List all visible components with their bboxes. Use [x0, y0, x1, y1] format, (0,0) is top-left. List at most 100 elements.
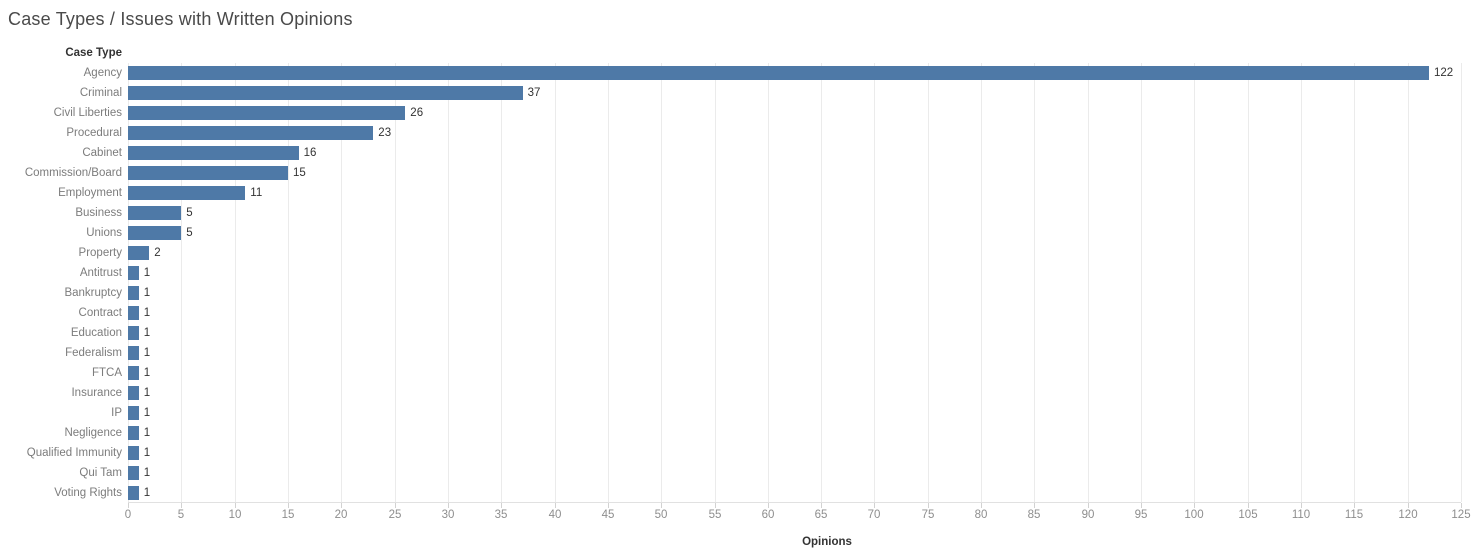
- x-tick-label: 80: [974, 509, 988, 521]
- category-label[interactable]: Federalism: [65, 347, 122, 359]
- category-label[interactable]: Qualified Immunity: [26, 447, 122, 459]
- gridline: [288, 63, 289, 502]
- category-label[interactable]: Qui Tam: [79, 467, 122, 479]
- bar[interactable]: [128, 286, 139, 300]
- bar[interactable]: [128, 66, 1429, 80]
- bar[interactable]: [128, 146, 299, 160]
- bar[interactable]: [128, 426, 139, 440]
- x-axis-tick: [768, 503, 769, 508]
- value-label: 1: [143, 327, 151, 339]
- category-label[interactable]: Voting Rights: [54, 487, 122, 499]
- x-tick-label: 95: [1134, 509, 1148, 521]
- x-axis-tick: [874, 503, 875, 508]
- x-axis-tick: [288, 503, 289, 508]
- bar[interactable]: [128, 186, 246, 200]
- x-tick-label: 90: [1081, 509, 1095, 521]
- value-label: 26: [410, 107, 424, 119]
- gridline: [1301, 63, 1302, 502]
- bar[interactable]: [128, 166, 288, 180]
- x-tick-label: 35: [494, 509, 508, 521]
- category-label[interactable]: Business: [75, 207, 122, 219]
- x-tick-label: 30: [441, 509, 455, 521]
- category-label[interactable]: Education: [70, 327, 122, 339]
- bar[interactable]: [128, 246, 150, 260]
- gridline: [608, 63, 609, 502]
- x-axis-tick: [1354, 503, 1355, 508]
- value-label: 1: [143, 387, 151, 399]
- category-label[interactable]: IP: [111, 407, 122, 419]
- category-label[interactable]: Commission/Board: [24, 167, 122, 179]
- value-label: 15: [293, 167, 306, 179]
- x-axis-tick: [715, 503, 716, 508]
- x-tick-label: 125: [1451, 509, 1471, 521]
- bar[interactable]: [128, 486, 139, 500]
- bar[interactable]: [128, 106, 406, 120]
- gridline: [1354, 63, 1355, 502]
- bar[interactable]: [128, 326, 139, 340]
- x-axis-tick: [1141, 503, 1142, 508]
- bar[interactable]: [128, 306, 139, 320]
- value-label: 1: [143, 467, 151, 479]
- value-label: 23: [378, 127, 392, 139]
- x-axis-tick: [1088, 503, 1089, 508]
- bar[interactable]: [128, 226, 182, 240]
- gridline: [928, 63, 929, 502]
- plot-area: 122 37 26 23 16 15 11 5 5 2 1 1 1 1 1 1 1 1 1 1 1 1: [128, 63, 1462, 503]
- x-axis-tick: [501, 503, 502, 508]
- value-label: 1: [143, 287, 151, 299]
- x-axis-tick: [1034, 503, 1035, 508]
- gridline: [768, 63, 769, 502]
- category-label[interactable]: Civil Liberties: [53, 107, 122, 119]
- x-axis-tick: [1194, 503, 1195, 508]
- category-label[interactable]: FTCA: [91, 367, 122, 379]
- gridline: [1034, 63, 1035, 502]
- gridline: [181, 63, 182, 502]
- gridline: [1461, 63, 1462, 502]
- x-tick-label: 70: [867, 509, 881, 521]
- x-tick-label: 105: [1238, 509, 1258, 521]
- category-label[interactable]: Bankruptcy: [64, 287, 122, 299]
- value-label: 5: [186, 207, 193, 219]
- bar[interactable]: [128, 446, 139, 460]
- gridline: [715, 63, 716, 502]
- category-label[interactable]: Procedural: [66, 127, 122, 139]
- category-label[interactable]: Agency: [83, 67, 122, 79]
- gridline: [235, 63, 236, 502]
- bar[interactable]: [128, 466, 139, 480]
- category-label[interactable]: Employment: [58, 187, 122, 199]
- x-tick-label: 20: [334, 509, 348, 521]
- bar[interactable]: [128, 266, 139, 280]
- category-axis-header: Case Type: [65, 47, 122, 59]
- gridline: [1194, 63, 1195, 502]
- value-label: 1: [143, 307, 151, 319]
- gridline: [501, 63, 502, 502]
- x-tick-label: 45: [601, 509, 615, 521]
- value-label: 5: [186, 227, 193, 239]
- x-axis-tick: [928, 503, 929, 508]
- category-label[interactable]: Cabinet: [82, 147, 122, 159]
- category-label[interactable]: Antitrust: [79, 267, 122, 279]
- category-label[interactable]: Contract: [78, 307, 122, 319]
- bar[interactable]: [128, 206, 182, 220]
- value-label: 11: [250, 187, 263, 199]
- bar[interactable]: [128, 126, 374, 140]
- category-label[interactable]: Unions: [86, 227, 122, 239]
- category-label[interactable]: Property: [78, 247, 122, 259]
- gridline: [128, 63, 129, 502]
- category-label[interactable]: Criminal: [79, 87, 122, 99]
- value-label: 1: [143, 367, 151, 379]
- bar[interactable]: [128, 346, 139, 360]
- x-axis-tick: [1248, 503, 1249, 508]
- x-axis-tick: [608, 503, 609, 508]
- bar[interactable]: [128, 86, 523, 100]
- x-axis-tick: [448, 503, 449, 508]
- x-tick-label: 100: [1184, 509, 1204, 521]
- bar[interactable]: [128, 386, 139, 400]
- bar[interactable]: [128, 406, 139, 420]
- category-label[interactable]: Insurance: [71, 387, 122, 399]
- bar[interactable]: [128, 366, 139, 380]
- value-label: 1: [143, 407, 151, 419]
- category-labels: Agency Criminal Civil Liberties Procedural C…: [0, 63, 122, 503]
- category-label[interactable]: Negligence: [64, 427, 122, 439]
- x-tick-label: 0: [124, 509, 132, 521]
